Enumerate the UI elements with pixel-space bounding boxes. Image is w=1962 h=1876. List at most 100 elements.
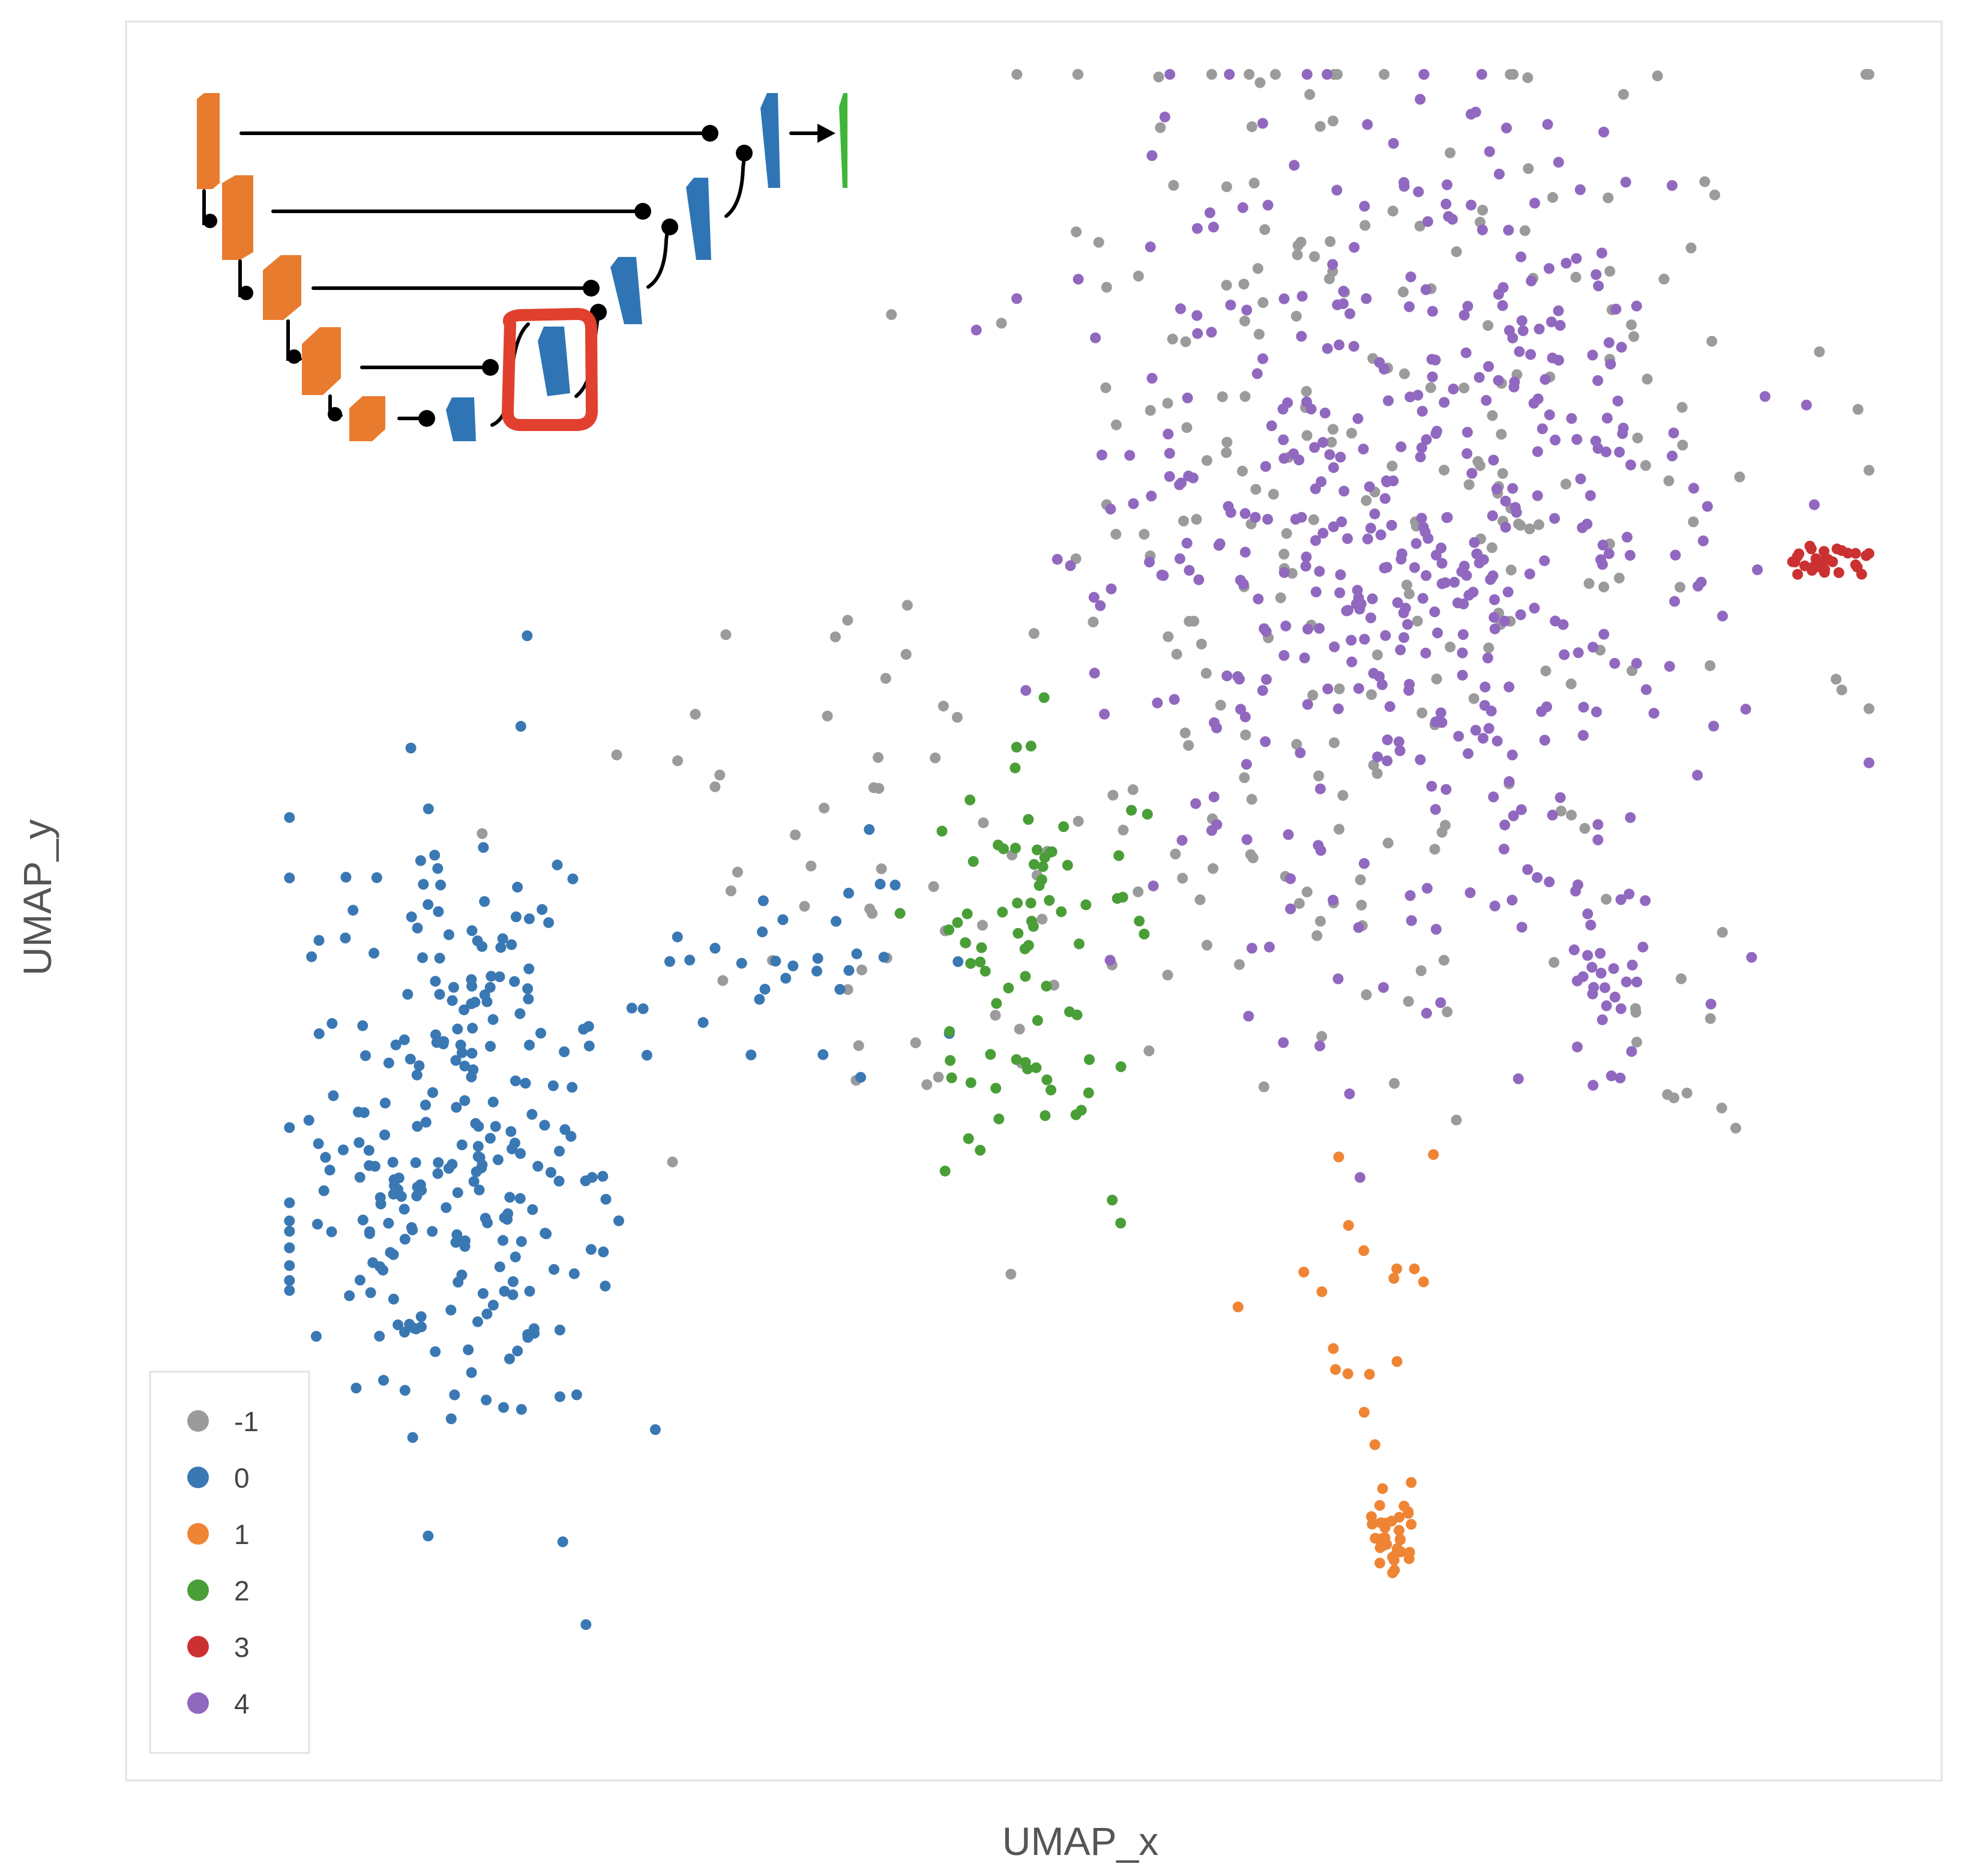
- point-cluster--1: [1346, 427, 1357, 439]
- point-cluster--1: [901, 600, 913, 611]
- point-cluster-2: [963, 1133, 974, 1144]
- point-cluster-4: [1430, 804, 1441, 815]
- point-cluster--1: [1221, 447, 1232, 458]
- point-cluster-0: [507, 1289, 519, 1300]
- point-cluster-4: [1418, 68, 1430, 80]
- point-cluster-4: [1322, 683, 1334, 695]
- point-cluster-4: [1065, 560, 1076, 572]
- point-cluster--1: [720, 629, 732, 641]
- point-cluster-2: [1026, 915, 1037, 927]
- point-cluster--1: [1831, 674, 1842, 685]
- point-cluster--1: [1372, 649, 1383, 660]
- point-cluster-4: [1421, 570, 1432, 581]
- point-cluster--1: [1705, 1013, 1716, 1024]
- point-cluster--1: [1864, 703, 1874, 714]
- point-cluster-4: [1314, 783, 1326, 795]
- point-cluster--1: [1234, 959, 1245, 970]
- point-cluster--1: [1037, 914, 1048, 925]
- point-cluster-4: [1353, 683, 1364, 694]
- point-cluster--1: [1547, 192, 1558, 203]
- output-block-icon: [839, 93, 847, 188]
- point-cluster-4: [1406, 915, 1417, 926]
- point-cluster-1: [1374, 1500, 1385, 1511]
- point-cluster-4: [1310, 535, 1321, 546]
- point-cluster-0: [504, 1192, 516, 1203]
- point-cluster-0: [433, 906, 444, 917]
- point-cluster-4: [1299, 652, 1310, 663]
- point-cluster-4: [1302, 623, 1313, 635]
- point-cluster-2: [993, 1113, 1005, 1124]
- point-cluster--1: [1864, 465, 1874, 476]
- point-cluster-0: [486, 971, 497, 982]
- point-cluster-0: [284, 1275, 295, 1286]
- point-cluster--1: [1194, 894, 1206, 905]
- point-cluster--1: [1361, 989, 1372, 1000]
- point-cluster-2: [975, 956, 986, 968]
- point-cluster-4: [1293, 454, 1305, 466]
- point-cluster-4: [1386, 520, 1397, 531]
- point-cluster-0: [399, 1204, 410, 1215]
- point-cluster-0: [418, 879, 429, 890]
- point-cluster--1: [1429, 843, 1440, 855]
- point-cluster-4: [1324, 449, 1335, 460]
- point-cluster--1: [1560, 478, 1571, 490]
- point-cluster--1: [910, 1037, 921, 1048]
- point-cluster-4: [1456, 566, 1467, 578]
- legend-marker-4: [187, 1692, 209, 1714]
- point-cluster-1: [1298, 1267, 1310, 1277]
- point-cluster-4: [1596, 1014, 1608, 1025]
- point-cluster-4: [1430, 428, 1442, 439]
- point-cluster--1: [1403, 996, 1414, 1007]
- point-cluster-2: [939, 1165, 951, 1177]
- point-cluster--1: [928, 881, 939, 892]
- point-cluster-0: [520, 1078, 531, 1089]
- point-cluster--1: [1604, 265, 1616, 277]
- point-cluster-4: [1586, 962, 1598, 973]
- point-cluster-4: [1571, 253, 1582, 264]
- point-cluster-4: [1073, 274, 1084, 285]
- point-cluster--1: [1259, 224, 1271, 235]
- point-cluster-3: [1799, 560, 1810, 572]
- point-cluster-4: [1329, 641, 1340, 653]
- point-cluster-0: [379, 1129, 390, 1141]
- point-cluster-4: [1485, 574, 1496, 585]
- point-cluster-4: [1262, 514, 1274, 525]
- point-cluster-0: [537, 904, 548, 915]
- point-cluster--1: [1334, 683, 1345, 695]
- point-cluster-0: [487, 1300, 499, 1311]
- point-cluster-2: [991, 998, 1002, 1009]
- point-cluster-0: [523, 994, 534, 1005]
- point-cluster-0: [284, 812, 295, 823]
- point-cluster-4: [1553, 305, 1564, 316]
- point-cluster-0: [559, 1124, 571, 1135]
- point-cluster-0: [515, 720, 526, 732]
- point-cluster--1: [1602, 192, 1614, 204]
- point-cluster-4: [1571, 976, 1583, 986]
- point-cluster-3: [1810, 553, 1822, 564]
- point-cluster-4: [1544, 876, 1555, 888]
- point-cluster-2: [944, 1026, 955, 1037]
- point-cluster-4: [1462, 301, 1473, 312]
- point-cluster--1: [799, 900, 810, 912]
- point-cluster-4: [1547, 809, 1558, 821]
- point-cluster--1: [1252, 263, 1263, 274]
- point-cluster--1: [1675, 582, 1686, 593]
- point-cluster-0: [553, 1175, 565, 1187]
- point-cluster-2: [1107, 1195, 1118, 1206]
- legend-label-1: 1: [234, 1519, 250, 1550]
- point-cluster-0: [423, 803, 434, 815]
- point-cluster-4: [1470, 725, 1481, 736]
- point-cluster-4: [1404, 301, 1415, 312]
- point-cluster-0: [514, 1008, 526, 1019]
- point-cluster-4: [1338, 298, 1349, 309]
- point-cluster--1: [1705, 660, 1716, 671]
- point-cluster-4: [1419, 526, 1431, 538]
- point-cluster-4: [1514, 346, 1525, 357]
- point-cluster-4: [1484, 146, 1495, 157]
- point-cluster-4: [1603, 337, 1614, 348]
- point-cluster-4: [1631, 300, 1642, 312]
- point-cluster-0: [423, 899, 434, 910]
- point-cluster--1: [1382, 837, 1394, 849]
- point-cluster-4: [1190, 798, 1202, 809]
- point-cluster-4: [1539, 735, 1550, 746]
